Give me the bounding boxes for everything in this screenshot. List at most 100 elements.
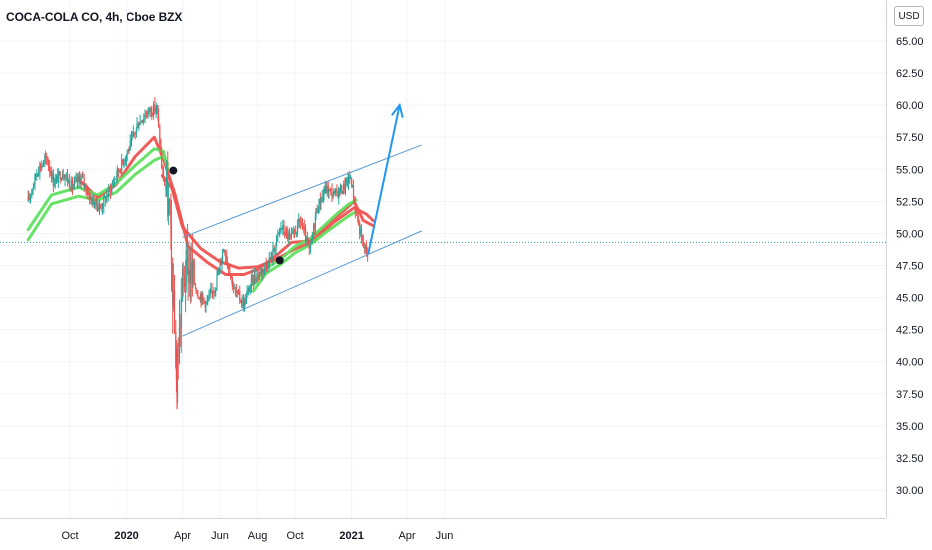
candle-body (69, 187, 71, 190)
candle-body (175, 332, 177, 368)
x-tick-label: Jun (211, 530, 229, 542)
candle-body (344, 184, 346, 191)
candle-body (295, 232, 297, 235)
x-tick-label: Oct (61, 530, 78, 542)
candle-body (157, 114, 160, 127)
candle-body (259, 270, 261, 274)
candle-body (234, 288, 236, 290)
x-tick-label: Apr (398, 530, 415, 542)
forecast-arrow[interactable] (367, 104, 401, 255)
candle-body (231, 275, 233, 278)
candle-body (341, 185, 343, 194)
x-tick-label: Oct (287, 530, 304, 542)
y-tick-label: 45.00 (896, 293, 924, 305)
currency-button[interactable]: USD (894, 6, 924, 26)
candle-body (189, 269, 192, 284)
candle-body (59, 172, 61, 181)
candle-body (85, 184, 87, 192)
candle-body (111, 183, 114, 186)
candle-body (213, 291, 215, 294)
candle-body (245, 295, 248, 304)
candle-body (113, 183, 115, 185)
candle-body (101, 207, 104, 209)
candle-body (226, 256, 228, 261)
candle-body (86, 191, 88, 193)
y-tick-label: 42.50 (896, 325, 924, 337)
candle-body (84, 184, 86, 186)
candle-body (81, 175, 83, 177)
candle-body (47, 163, 50, 167)
candle-body (192, 260, 194, 276)
candle-body (365, 244, 368, 252)
candle-body (188, 269, 190, 283)
candle-body (359, 229, 361, 235)
candle-body (212, 291, 214, 294)
candle-body (196, 293, 198, 295)
candle-body (144, 115, 146, 119)
candle-body (177, 361, 179, 363)
candle-body (162, 170, 165, 182)
candle-body (242, 299, 245, 309)
candle-body (109, 188, 112, 193)
candle-body (134, 132, 136, 134)
candle-body (79, 178, 81, 184)
candle-body (360, 229, 363, 237)
candle-body (217, 274, 219, 276)
candle-body (37, 173, 39, 175)
y-tick-label: 65.00 (896, 36, 924, 48)
candle-body (267, 266, 269, 268)
candle-body (113, 179, 115, 184)
candle-body (266, 265, 268, 268)
candle-body (141, 121, 143, 123)
candle-body (92, 197, 94, 205)
candle-body (224, 250, 226, 254)
candle-body (253, 274, 256, 283)
candle-body (276, 235, 278, 244)
candle-body (205, 302, 207, 308)
candle-body (351, 178, 353, 188)
candle-body (153, 103, 155, 115)
candle-body (357, 221, 360, 223)
forecast-arrow-head[interactable] (391, 102, 404, 118)
candle-body (255, 279, 257, 281)
candle-body (160, 144, 162, 153)
candle-body (320, 202, 322, 206)
candle-body (364, 244, 366, 249)
candle-body (97, 205, 99, 211)
candle-body (257, 273, 259, 277)
candle-body (52, 174, 54, 187)
lower-channel-line[interactable] (182, 230, 422, 337)
candle-body (172, 264, 174, 307)
candle-body (278, 232, 280, 234)
candle-body (190, 262, 192, 284)
candle-body (285, 229, 287, 236)
candle-body (62, 175, 64, 177)
candle-body (36, 174, 38, 177)
candle-body (105, 196, 107, 202)
candle-body (280, 227, 283, 230)
candle-body (165, 185, 167, 191)
upper-channel-line[interactable] (182, 144, 422, 238)
candle-body (232, 287, 235, 289)
candle-body (300, 221, 302, 224)
candle-body (41, 166, 43, 169)
candle-body (44, 159, 46, 161)
candle-body (352, 185, 354, 188)
candle-body (355, 212, 358, 214)
candle-body (42, 160, 45, 166)
candle-body (66, 175, 69, 182)
candle-body (114, 178, 117, 180)
moving-average-line (251, 198, 358, 287)
candle-body (336, 188, 338, 193)
candle-body (121, 159, 123, 172)
candle-body (103, 197, 105, 208)
candle-body (135, 127, 138, 134)
candle-body (200, 294, 202, 303)
candle-body (94, 204, 96, 207)
moving-averages (26, 135, 375, 293)
candle-body (347, 178, 349, 186)
candle-body (308, 242, 310, 245)
candle-body (154, 103, 156, 112)
candle-body (123, 161, 125, 165)
